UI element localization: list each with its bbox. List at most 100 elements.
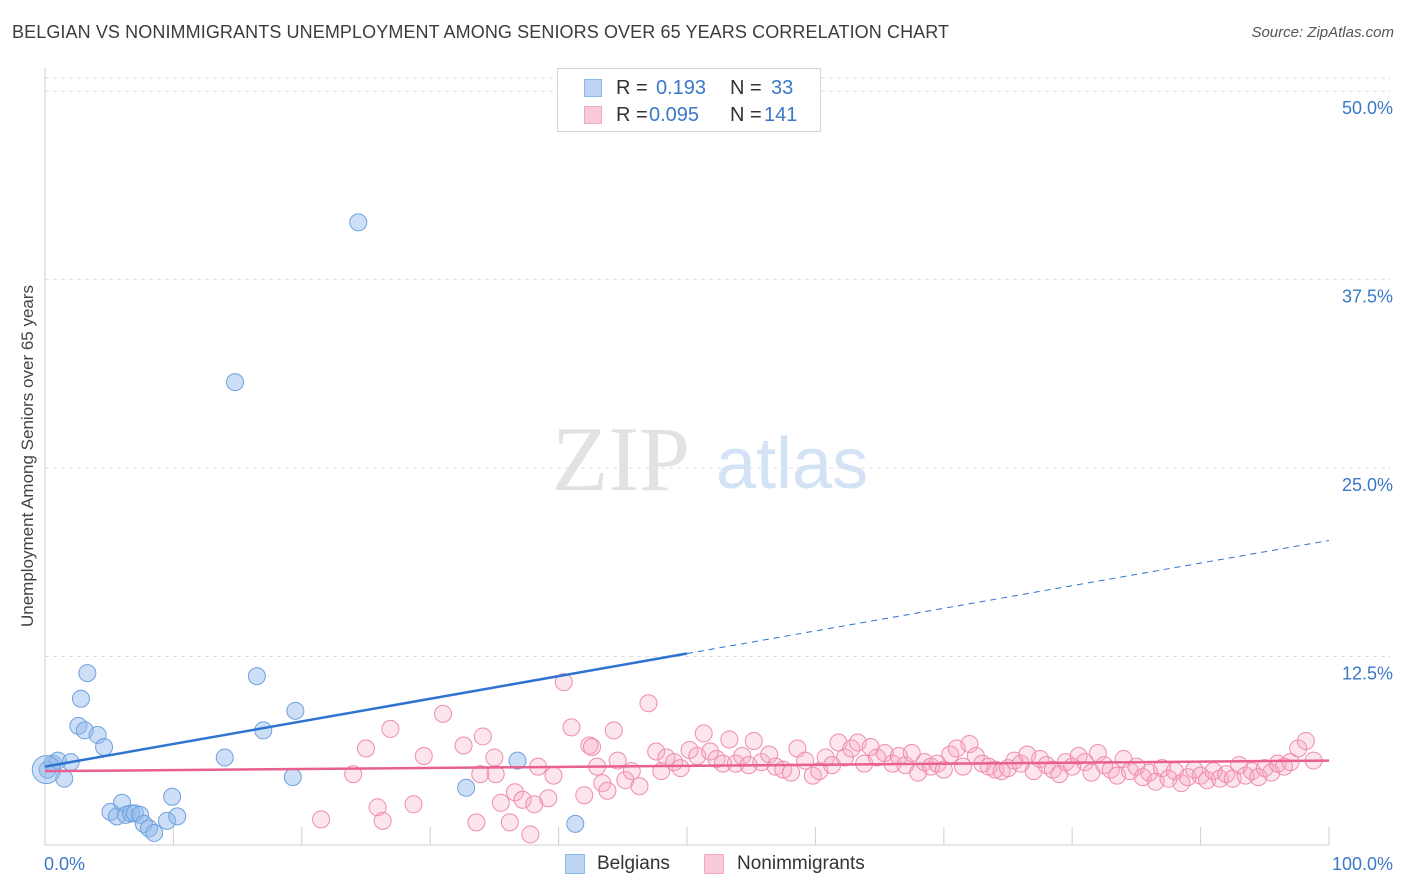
- point-belgians: [247, 667, 266, 686]
- legend-row-nonimmigrants: R = 0.095 N = 141: [558, 102, 820, 128]
- legend-swatch-nonimmigrants: [584, 106, 602, 124]
- point-nonimmigrants: [414, 747, 433, 766]
- point-belgians: [566, 814, 585, 833]
- point-nonimmigrants: [726, 754, 745, 773]
- legend-label-nonimmigrants: Nonimmigrants: [737, 853, 865, 874]
- point-nonimmigrants: [373, 811, 392, 830]
- point-nonimmigrants: [521, 825, 540, 844]
- trend-line-belgians: [44, 652, 688, 768]
- point-belgians: [107, 807, 126, 826]
- point-nonimmigrants: [608, 751, 627, 770]
- point-nonimmigrants: [604, 721, 623, 740]
- point-belgians: [457, 778, 476, 797]
- legend-r-value: 0.193: [656, 77, 707, 99]
- y-tick-label: 12.5%: [1342, 664, 1393, 684]
- legend-swatch-belgians: [584, 79, 602, 97]
- point-nonimmigrants: [934, 760, 953, 779]
- point-nonimmigrants: [986, 760, 1005, 779]
- point-nonimmigrants: [539, 789, 558, 808]
- grid: [45, 77, 1390, 658]
- legend-n-label: N =: [730, 77, 762, 99]
- point-nonimmigrants: [368, 798, 387, 817]
- point-belgians: [69, 716, 88, 735]
- point-belgians: [283, 768, 302, 787]
- legend-r-label: R =: [616, 77, 648, 99]
- point-nonimmigrants: [1178, 768, 1197, 787]
- point-nonimmigrants: [357, 739, 375, 758]
- point-belgians: [131, 805, 150, 824]
- point-nonimmigrants: [500, 813, 519, 832]
- point-nonimmigrants: [485, 748, 504, 767]
- point-belgians: [508, 751, 527, 770]
- point-nonimmigrants: [1210, 769, 1229, 788]
- x-tick-label: 0.0%: [44, 854, 85, 874]
- point-nonimmigrants: [1037, 756, 1056, 775]
- point-belgians: [168, 807, 187, 826]
- point-nonimmigrants: [1275, 757, 1294, 776]
- trend-line-nonimmigrants: [44, 759, 1330, 773]
- point-nonimmigrants: [701, 742, 720, 761]
- point-nonimmigrants: [344, 765, 363, 784]
- point-nonimmigrants: [694, 724, 713, 743]
- point-nonimmigrants: [575, 786, 594, 805]
- point-nonimmigrants: [875, 744, 894, 763]
- y-tick-label: 37.5%: [1342, 287, 1393, 307]
- legend-n-value: 33: [771, 77, 794, 99]
- point-nonimmigrants: [1236, 766, 1255, 785]
- point-nonimmigrants: [744, 731, 763, 750]
- point-nonimmigrants: [404, 795, 423, 814]
- point-nonimmigrants: [630, 777, 649, 796]
- point-nonimmigrants: [454, 736, 473, 755]
- point-belgians: [78, 664, 97, 683]
- correlation-legend: R = 0.193 N = 33 R = 0.095 N = 141: [557, 68, 821, 132]
- trend-lines: [44, 539, 1330, 773]
- point-belgians: [31, 755, 61, 785]
- legend-row-belgians: R = 0.193 N = 33: [558, 75, 820, 101]
- legend-r-value: 0.095: [649, 104, 700, 126]
- point-belgians: [122, 804, 141, 823]
- y-tick-label: 50.0%: [1342, 98, 1393, 118]
- point-nonimmigrants: [582, 738, 601, 756]
- point-nonimmigrants: [816, 748, 835, 767]
- point-nonimmigrants: [835, 748, 854, 767]
- legend-n-label: N =: [730, 104, 762, 126]
- watermark-atlas: atlas: [716, 424, 868, 504]
- axes: [44, 68, 1330, 846]
- point-nonimmigrants: [473, 727, 492, 746]
- point-belgians: [145, 823, 164, 842]
- point-belgians: [95, 738, 114, 756]
- point-nonimmigrants: [467, 813, 486, 832]
- point-nonimmigrants: [713, 754, 732, 773]
- x-tick-label: 100.0%: [1332, 854, 1393, 874]
- y-tick-label: 25.0%: [1342, 475, 1393, 495]
- legend-n-value: 141: [764, 104, 798, 126]
- point-nonimmigrants: [486, 765, 505, 784]
- point-belgians: [226, 373, 245, 392]
- point-nonimmigrants: [782, 763, 801, 782]
- point-belgians: [349, 213, 368, 232]
- point-belgians: [215, 748, 234, 767]
- point-nonimmigrants: [598, 781, 617, 800]
- point-nonimmigrants: [902, 744, 921, 763]
- point-nonimmigrants: [381, 719, 400, 738]
- trend-line-belgians-extension: [686, 539, 1330, 655]
- point-nonimmigrants: [562, 718, 581, 737]
- point-belgians: [286, 701, 305, 720]
- point-nonimmigrants: [720, 730, 739, 749]
- point-nonimmigrants: [803, 766, 822, 785]
- legend-swatch-belgians: [565, 854, 585, 874]
- watermark: ZIP atlas: [552, 408, 868, 510]
- series-belgians: [31, 213, 585, 842]
- series-nonimmigrants: [312, 673, 1323, 844]
- point-nonimmigrants: [434, 704, 453, 723]
- point-belgians: [163, 787, 182, 806]
- point-nonimmigrants: [1296, 731, 1315, 750]
- legend-label-belgians: Belgians: [597, 853, 670, 874]
- point-nonimmigrants: [1289, 739, 1308, 758]
- point-belgians: [71, 689, 90, 708]
- point-nonimmigrants: [647, 742, 666, 761]
- tick-labels: 12.5% 25.0% 37.5% 50.0% 0.0% 100.0%: [44, 98, 1393, 874]
- point-belgians: [113, 793, 132, 812]
- point-nonimmigrants: [491, 793, 510, 812]
